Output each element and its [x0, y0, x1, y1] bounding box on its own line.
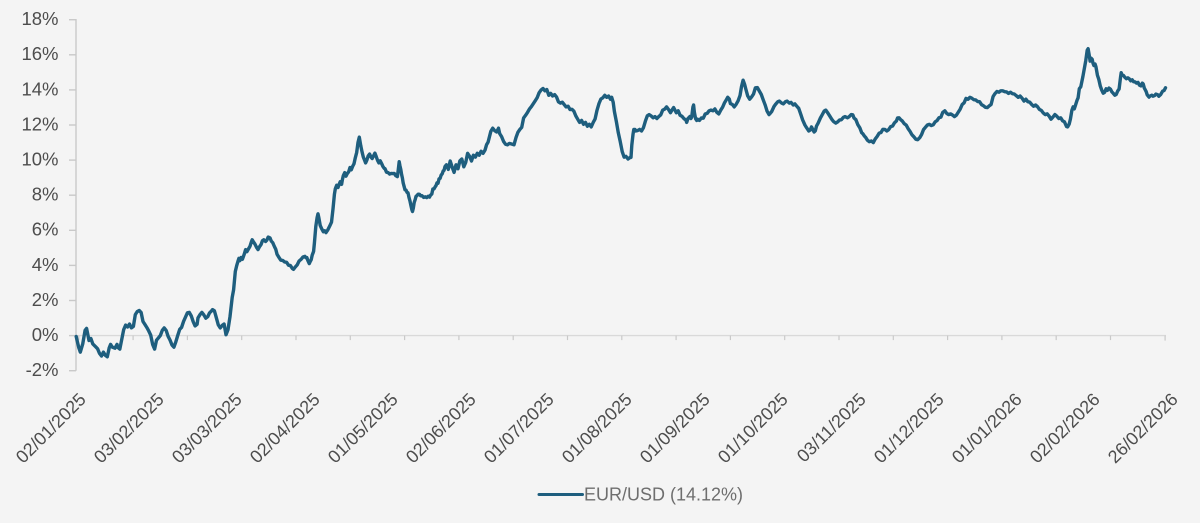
- svg-text:14%: 14%: [21, 78, 58, 99]
- svg-text:10%: 10%: [21, 149, 58, 170]
- svg-text:18%: 18%: [21, 8, 58, 29]
- svg-text:6%: 6%: [32, 219, 59, 240]
- svg-text:EUR/USD (14.12%): EUR/USD (14.12%): [584, 485, 743, 505]
- svg-text:4%: 4%: [32, 254, 59, 275]
- svg-text:12%: 12%: [21, 113, 58, 134]
- svg-text:2%: 2%: [32, 289, 59, 310]
- svg-text:-2%: -2%: [26, 359, 59, 380]
- svg-text:8%: 8%: [32, 184, 59, 205]
- svg-text:0%: 0%: [32, 324, 59, 345]
- svg-text:16%: 16%: [21, 43, 58, 64]
